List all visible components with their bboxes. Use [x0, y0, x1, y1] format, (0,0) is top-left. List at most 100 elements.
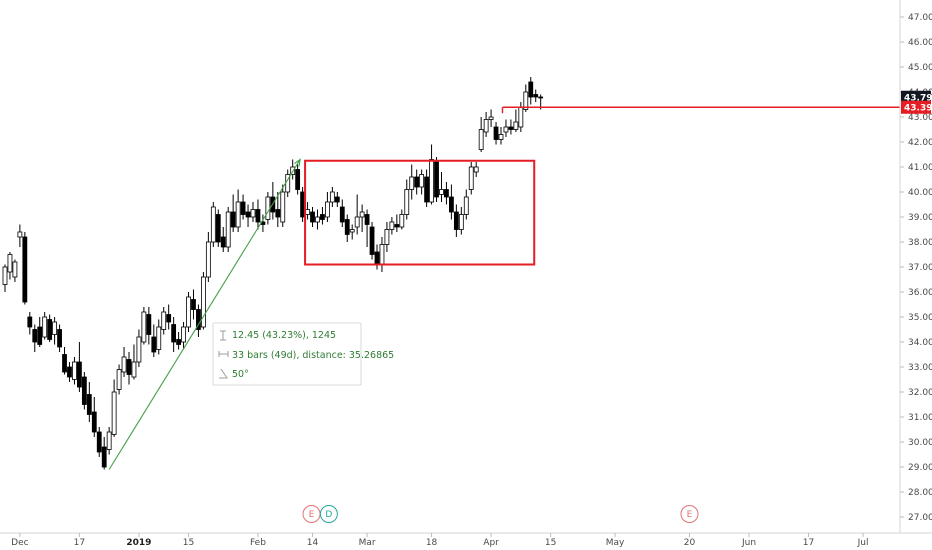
candle — [200, 272, 206, 330]
candle-body-up — [12, 261, 18, 278]
candle-body-up — [483, 119, 489, 133]
candle-body-down — [81, 376, 87, 405]
candle-body-up — [141, 311, 147, 343]
candle — [295, 164, 301, 195]
candle — [419, 169, 425, 195]
candle-body-up — [72, 361, 77, 380]
trend-line[interactable] — [108, 159, 301, 470]
candle-body-down — [240, 201, 246, 215]
price-range-icon — [220, 330, 226, 341]
candle-body-down — [215, 214, 221, 243]
candle — [171, 317, 177, 352]
candle-body-down — [533, 94, 539, 98]
price-tag-label: 43.79 — [904, 93, 932, 103]
candle-body-down — [334, 196, 340, 203]
candle-body-up — [399, 214, 405, 228]
candle — [196, 304, 201, 337]
earnings-badge[interactable]: E — [302, 505, 321, 523]
candle-body-down — [191, 299, 196, 310]
price-tag-box — [901, 90, 931, 104]
dividend-badge[interactable]: D — [319, 505, 338, 523]
badge-circle — [680, 505, 699, 523]
candle — [528, 77, 534, 105]
candle-body-down — [91, 411, 97, 433]
candle — [498, 127, 504, 145]
candle-body-up — [468, 166, 474, 190]
candle — [478, 117, 484, 152]
candle-body-down — [151, 336, 157, 353]
candle — [448, 184, 454, 220]
candle-body-up — [503, 126, 509, 133]
candle — [27, 312, 33, 335]
candle-body-down — [275, 209, 281, 218]
candle-body-up — [329, 191, 335, 203]
candle — [235, 189, 241, 232]
candle-body-down — [508, 126, 514, 130]
candle-body-down — [300, 191, 306, 218]
candle — [404, 179, 410, 220]
candle-body-down — [77, 361, 82, 388]
candle — [399, 209, 405, 230]
candle-body-down — [47, 319, 53, 340]
candle-body-down — [245, 211, 251, 218]
time-tick-label: 2019 — [126, 538, 151, 548]
candle — [250, 202, 256, 222]
candle-body-down — [27, 316, 33, 328]
candle — [315, 209, 320, 230]
candle — [354, 194, 360, 235]
measure-tooltip: 12.45 (43.23%), 1245 33 bars (49d), dista… — [212, 322, 394, 386]
price-tick-label: 33.00 — [908, 363, 932, 373]
price-tick-label: 42.00 — [908, 138, 932, 148]
time-tick-label: Jul — [857, 538, 869, 548]
price-axis[interactable]: 27.00 28.00 29.00 30.00 31.00 32.00 33.00 34.00… — [899, 0, 932, 533]
price-tick-label: 36.00 — [908, 288, 932, 298]
candle — [220, 227, 226, 252]
candle — [52, 317, 57, 345]
candle-body-down — [493, 126, 499, 140]
candle-body-down — [528, 81, 534, 98]
range-rectangle[interactable] — [304, 159, 536, 266]
candle — [101, 437, 107, 470]
candle — [439, 172, 444, 202]
candle — [136, 329, 142, 367]
candle — [493, 122, 499, 145]
candle-body-up — [250, 209, 256, 218]
price-tick-label: 46.00 — [908, 38, 932, 48]
candle-body-down — [86, 394, 92, 415]
candle-body-down — [538, 96, 544, 99]
trend-line-arrow — [294, 158, 301, 167]
candle-body-up — [513, 121, 519, 130]
candle — [344, 214, 350, 242]
candle-body-down — [444, 189, 449, 198]
time-axis[interactable]: Dec 17 2019 15 Feb 14 Mar 18 Apr 15 May 20 Jun 17 Jul — [0, 532, 932, 548]
candle-body-down — [126, 359, 132, 375]
time-tick-label: 14 — [307, 538, 319, 548]
candle-body-down — [101, 446, 107, 468]
candle — [488, 109, 494, 127]
tooltip-bars-distance: 33 bars (49d), distance: 35.26865 — [232, 350, 394, 361]
candle-body-up — [463, 196, 469, 215]
candle-body-up — [419, 174, 425, 188]
drawings-layer — [108, 106, 900, 470]
candle-body-up — [349, 229, 355, 233]
candle — [72, 357, 77, 385]
candle — [7, 252, 13, 280]
candle-body-down — [394, 224, 400, 228]
candle-body-up — [42, 316, 48, 338]
candle-body-up — [7, 254, 13, 273]
candle-body-down — [146, 314, 152, 335]
angle-icon — [219, 368, 228, 379]
price-tick-label: 31.00 — [908, 413, 932, 423]
candle — [339, 199, 345, 227]
candle — [324, 192, 330, 222]
candle-body-down — [339, 206, 345, 223]
candle — [47, 314, 53, 342]
candle — [453, 204, 459, 237]
candle-body-up — [305, 209, 310, 215]
candle-body-down — [434, 161, 439, 198]
candle-body-up — [2, 266, 8, 285]
candle-body-down — [364, 214, 370, 225]
time-tick-label: May — [606, 538, 625, 548]
earnings-badge[interactable]: E — [680, 505, 699, 523]
